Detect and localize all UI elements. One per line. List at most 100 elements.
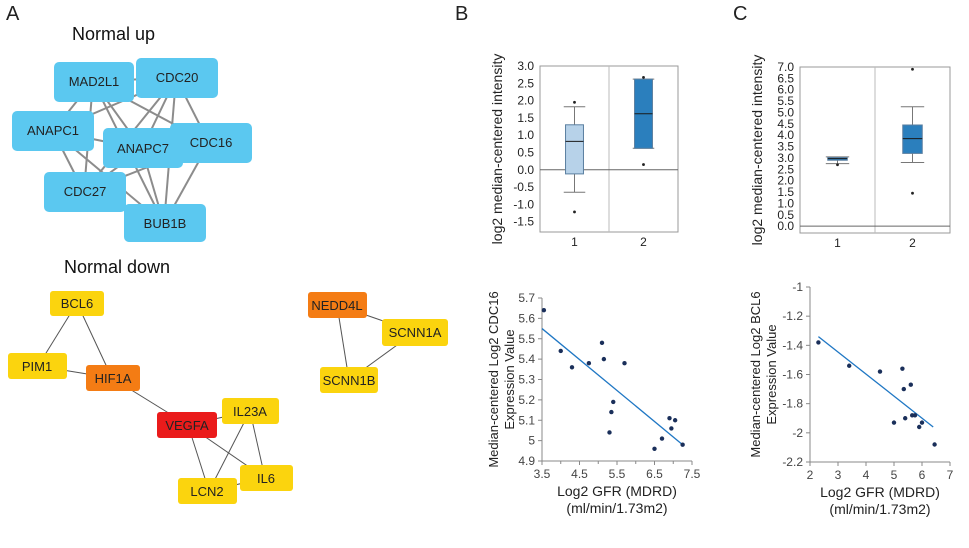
y-axis-title: log2 median-centered intensity (489, 54, 505, 245)
y-tick-label: -2 (792, 426, 803, 440)
x-tick-label: 1 (571, 235, 578, 249)
y-tick-label: 2.0 (517, 94, 534, 108)
scatter-point (912, 413, 918, 418)
y-tick-label: 3.0 (777, 151, 794, 165)
scatter-plot-b: 5.7 5.6 5.5 5.4 5.3 5.2 5.1 5 4.93.5 4.5 5.5 6.5 7.5… (486, 291, 701, 516)
x-tick-label: 6.5 (646, 467, 663, 481)
node-scnn1a[interactable]: SCNN1A (382, 319, 448, 346)
scatter-point (659, 436, 665, 441)
node-hif1a[interactable]: HIF1A (86, 365, 140, 391)
y-axis-title: log2 median-centered intensity (749, 55, 765, 246)
node-label: IL23A (233, 404, 267, 419)
outlier-point (911, 191, 914, 195)
y-tick-label: 5.5 (777, 94, 794, 108)
box-plot-c: 7.06.56.05.55.04.54.03.53.02.52.01.51.00… (749, 55, 951, 250)
scatter-point (609, 409, 614, 415)
panel-label-b: B (455, 3, 468, 25)
y-tick-label: 0.0 (517, 163, 534, 177)
y-tick-label: 1.0 (777, 196, 794, 210)
outlier-point (911, 67, 914, 71)
x-axis-title: Log2 GFR (MDRD) (820, 484, 940, 500)
scatter-point (891, 420, 897, 425)
x-tick-label: 3.5 (534, 467, 551, 481)
node-il23a[interactable]: IL23A (222, 398, 279, 424)
scatter-point (932, 442, 937, 447)
y-tick-label: 5.6 (518, 311, 535, 325)
node-pim1[interactable]: PIM1 (8, 353, 67, 379)
y-axis-title-line2: Expression Value (502, 329, 517, 429)
scatter-point (622, 361, 627, 366)
node-label: NEDD4L (311, 298, 362, 313)
y-tick-label: -1.4 (782, 338, 803, 352)
node-anapc1[interactable]: ANAPC1 (12, 111, 94, 151)
node-label: ANAPC7 (117, 141, 169, 156)
y-tick-label: 2.5 (517, 76, 534, 90)
box-plot-b: 3.0 2.5 2.0 1.5 1.0 0.5 0.0 -0.5 -1.0 -1.5 1 2 log2 … (489, 54, 679, 249)
y-tick-label: 5 (528, 434, 535, 448)
node-label: PIM1 (22, 359, 52, 374)
network-down-edges (37, 302, 416, 492)
node-label: LCN2 (190, 484, 223, 499)
y-tick-label: 3.5 (777, 140, 794, 154)
x-axis-unit: (ml/min/1.73m2) (566, 500, 667, 516)
y-tick-label: -1.8 (782, 397, 803, 411)
regression-line (817, 336, 934, 428)
node-bub1b[interactable]: BUB1B (124, 204, 206, 242)
y-tick-label: 3.0 (517, 59, 534, 73)
node-cdc16[interactable]: CDC16 (170, 123, 252, 163)
node-il6[interactable]: IL6 (240, 465, 293, 491)
node-cdc20[interactable]: CDC20 (136, 58, 218, 98)
scatter-point (900, 366, 905, 371)
y-tick-label: 0.5 (777, 208, 794, 222)
y-tick-label: 4.0 (777, 128, 794, 142)
node-bcl6[interactable]: BCL6 (50, 291, 104, 316)
x-tick-label: 7 (947, 468, 954, 482)
y-tick-label: 1.0 (517, 128, 534, 142)
y-tick-label: 4.5 (777, 117, 794, 131)
y-tick-label: -0.5 (513, 180, 534, 194)
node-label: ANAPC1 (27, 123, 79, 138)
scatter-point (586, 361, 592, 366)
y-tick-label: 5.1 (518, 413, 535, 427)
y-tick-label: 4.9 (518, 454, 535, 468)
box (902, 124, 923, 154)
scatter-point (672, 418, 678, 423)
y-tick-label: 5.3 (518, 373, 535, 387)
x-axis-unit: (ml/min/1.73m2) (829, 501, 930, 517)
node-anapc7[interactable]: ANAPC7 (103, 128, 183, 168)
network-down-title: Normal down (64, 257, 170, 277)
scatter-point (611, 399, 616, 405)
node-vegfa[interactable]: VEGFA (157, 412, 217, 438)
y-tick-label: 7.0 (777, 60, 794, 74)
scatter-point (908, 382, 913, 387)
scatter-point (917, 424, 922, 430)
y-tick-label: 1.5 (517, 111, 534, 125)
y-tick-label: 5.0 (777, 105, 794, 119)
node-lcn2[interactable]: LCN2 (178, 478, 237, 504)
scatter-point (558, 348, 563, 354)
outlier-point (573, 210, 576, 214)
node-label: MAD2L1 (69, 74, 120, 89)
x-tick-label: 2 (909, 236, 916, 250)
scatter-point (652, 446, 657, 451)
node-mad2l1[interactable]: MAD2L1 (54, 62, 134, 102)
scatter-point (901, 386, 906, 392)
scatter-point (569, 365, 575, 370)
node-nedd4l[interactable]: NEDD4L (308, 292, 367, 318)
y-tick-label: 6.5 (777, 71, 794, 85)
node-label: SCNN1A (389, 325, 442, 340)
scatter-point (541, 308, 547, 313)
y-tick-label: 2.5 (777, 162, 794, 176)
node-scnn1b[interactable]: SCNN1B (320, 367, 378, 393)
network-edge (208, 410, 251, 492)
scatter-point (680, 442, 685, 447)
node-label: CDC16 (190, 135, 233, 150)
x-tick-label: 3 (835, 468, 842, 482)
y-axis-title-line2: Expression Value (764, 324, 779, 424)
network-up-title: Normal up (72, 24, 155, 44)
x-tick-label: 6 (919, 468, 926, 482)
node-cdc27[interactable]: CDC27 (44, 172, 126, 212)
node-label: VEGFA (165, 418, 209, 433)
y-tick-label: 5.7 (518, 291, 535, 305)
y-tick-label: 5.5 (518, 332, 535, 346)
